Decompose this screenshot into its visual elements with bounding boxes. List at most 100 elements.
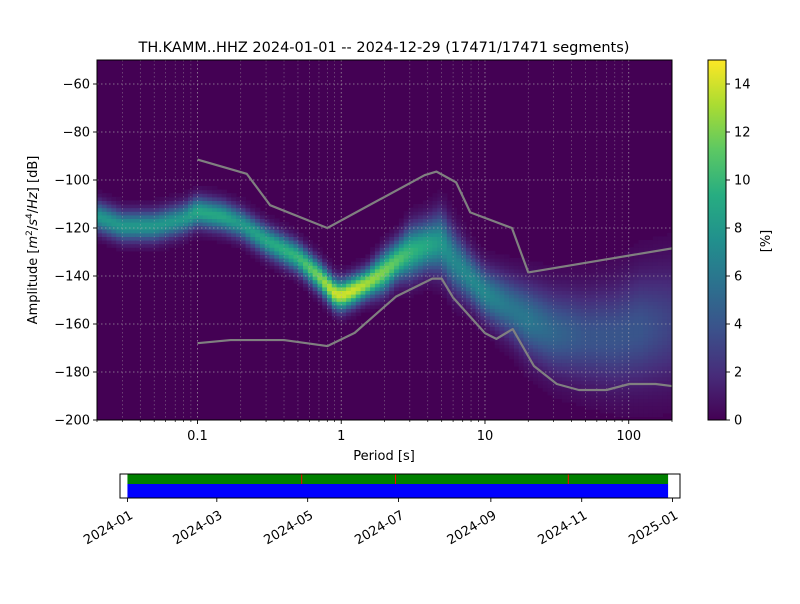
heatmap-cell xyxy=(557,391,563,396)
heatmap-cell xyxy=(571,348,577,353)
heatmap-cell xyxy=(432,254,438,259)
heatmap-cell xyxy=(571,304,577,309)
heatmap-cell xyxy=(120,211,127,216)
heatmap-cell xyxy=(250,254,256,259)
heatmap-cell xyxy=(595,272,601,277)
heatmap-cell xyxy=(446,294,453,299)
heatmap-cell xyxy=(499,344,505,349)
heatmap-cell xyxy=(494,319,501,324)
heatmap-cell xyxy=(628,405,635,410)
heatmap-cell xyxy=(557,394,563,399)
colorbar-tick-label: 10 xyxy=(734,174,751,189)
heatmap-cell xyxy=(451,236,457,241)
heatmap-cell xyxy=(216,229,223,234)
heatmap-cell xyxy=(207,236,213,241)
heatmap-cell xyxy=(576,355,582,360)
y-tick-label: −160 xyxy=(54,318,90,333)
heatmap-cell xyxy=(628,394,635,399)
heatmap-cell xyxy=(571,373,577,378)
heatmap-cell xyxy=(331,312,338,317)
heatmap-cell xyxy=(585,351,592,356)
heatmap-cell xyxy=(585,301,592,306)
heatmap-cell xyxy=(130,214,136,219)
heatmap-cell xyxy=(533,351,539,356)
heatmap-cell xyxy=(116,211,122,216)
heatmap-cell xyxy=(657,351,664,356)
heatmap-cell xyxy=(298,268,304,273)
heatmap-cell xyxy=(619,304,625,309)
heatmap-cell xyxy=(168,222,175,227)
heatmap-cell xyxy=(307,243,314,248)
heatmap-cell xyxy=(537,304,544,309)
heatmap-cell xyxy=(418,276,424,281)
heatmap-cell xyxy=(619,261,625,266)
heatmap-cell xyxy=(207,222,213,227)
heatmap-cell xyxy=(207,229,213,234)
heatmap-cell xyxy=(183,240,189,245)
heatmap-cell xyxy=(384,250,390,255)
heatmap-cell xyxy=(580,330,587,335)
heatmap-cell xyxy=(652,308,659,313)
heatmap-cell xyxy=(245,229,251,234)
heatmap-cell xyxy=(288,225,295,230)
heatmap-cell xyxy=(595,348,601,353)
heatmap-cell xyxy=(657,254,664,259)
heatmap-cell xyxy=(614,279,620,284)
heatmap-cell xyxy=(628,351,635,356)
heatmap-cell xyxy=(235,232,242,237)
heatmap-cell xyxy=(408,276,414,281)
heatmap-cell xyxy=(528,333,534,338)
heatmap-cell xyxy=(619,272,625,277)
heatmap-cell xyxy=(197,186,204,191)
heatmap-cell xyxy=(652,380,659,385)
heatmap-cell xyxy=(576,366,582,371)
heatmap-cell xyxy=(298,236,304,241)
heatmap-cell xyxy=(446,232,453,237)
heatmap-cell xyxy=(355,272,362,277)
heatmap-cell xyxy=(580,340,587,345)
heatmap-cell xyxy=(413,286,419,291)
heatmap-cell xyxy=(580,362,587,367)
heatmap-cell xyxy=(341,319,347,324)
heatmap-cell xyxy=(489,258,496,263)
heatmap-cell xyxy=(432,268,438,273)
heatmap-cell xyxy=(355,304,362,309)
heatmap-cell xyxy=(403,258,410,263)
heatmap-cell xyxy=(116,214,122,219)
heatmap-cell xyxy=(566,268,572,273)
heatmap-cell xyxy=(542,319,549,324)
heatmap-cell xyxy=(604,322,611,327)
heatmap-cell xyxy=(595,315,601,320)
heatmap-cell xyxy=(595,304,601,309)
heatmap-cell xyxy=(628,398,635,403)
heatmap-cell xyxy=(648,394,654,399)
heatmap-cell xyxy=(662,348,668,353)
heatmap-cell xyxy=(638,340,644,345)
heatmap-cell xyxy=(648,402,654,407)
heatmap-cell xyxy=(331,308,338,313)
heatmap-cell xyxy=(600,402,606,407)
heatmap-cell xyxy=(633,268,640,273)
heatmap-cell xyxy=(657,380,664,385)
heatmap-cell xyxy=(379,283,386,288)
heatmap-cell xyxy=(408,268,414,273)
heatmap-cell xyxy=(240,200,247,205)
heatmap-cell xyxy=(111,211,117,216)
heatmap-cell xyxy=(624,276,630,281)
heatmap-cell xyxy=(183,196,189,201)
heatmap-cell xyxy=(173,232,180,237)
heatmap-cell xyxy=(442,211,448,216)
heatmap-cell xyxy=(533,358,539,363)
heatmap-cell xyxy=(307,276,314,281)
heatmap-cell xyxy=(595,337,601,342)
heatmap-cell xyxy=(604,301,611,306)
heatmap-cell xyxy=(413,265,419,270)
heatmap-cell xyxy=(374,301,381,306)
heatmap-cell xyxy=(360,290,366,295)
heatmap-cell xyxy=(437,204,443,209)
heatmap-cell xyxy=(590,405,596,410)
heatmap-cell xyxy=(489,272,496,277)
heatmap-cell xyxy=(216,222,223,227)
heatmap-cell xyxy=(451,268,457,273)
heatmap-cell xyxy=(662,319,668,324)
